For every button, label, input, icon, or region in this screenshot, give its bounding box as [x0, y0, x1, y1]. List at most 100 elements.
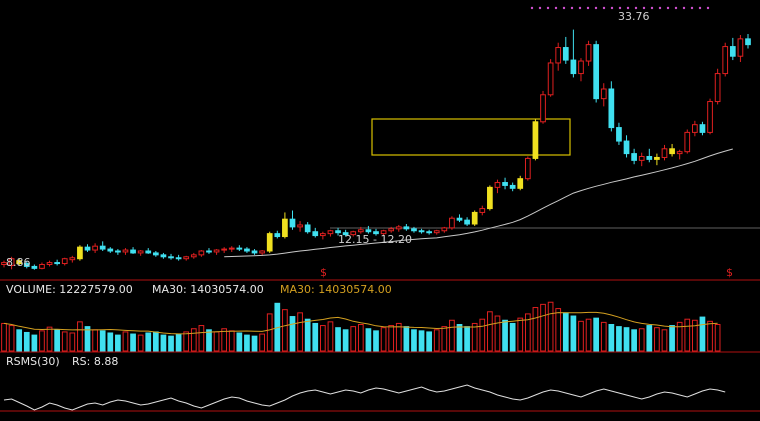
candle: [388, 226, 395, 233]
candle: [631, 148, 637, 165]
volume-bar: [684, 318, 691, 352]
volume-bar: [418, 330, 425, 352]
candle-body: [585, 44, 592, 62]
candle: [623, 135, 630, 158]
candle-body: [418, 230, 425, 233]
candle-body: [646, 156, 653, 160]
candle: [221, 247, 228, 253]
candle-body: [297, 224, 303, 228]
volume-bar: [456, 324, 463, 352]
volume-bar: [441, 326, 448, 352]
peak-dot: [538, 6, 542, 10]
volume-bar: [562, 312, 569, 352]
candle-body: [46, 262, 53, 266]
candle: [357, 226, 364, 234]
volume-bar: [471, 322, 478, 352]
peak-dot: [634, 6, 638, 10]
peak-dot: [578, 6, 582, 10]
candle: [54, 259, 60, 266]
candle-body: [251, 250, 258, 254]
peak-dot: [650, 6, 654, 10]
candle-body: [183, 256, 190, 260]
volume-bar: [661, 329, 668, 352]
candle-body: [61, 258, 68, 265]
candle: [342, 229, 349, 237]
candle: [69, 255, 76, 263]
volume-bar: [540, 303, 546, 352]
candle: [365, 225, 372, 234]
candle-body: [198, 250, 205, 256]
candle-body: [441, 227, 448, 232]
candle: [327, 229, 334, 237]
volume-bar: [206, 329, 212, 352]
volume-bar: [380, 327, 387, 352]
rsms-value: RS: 8.88: [72, 355, 118, 368]
candle: [137, 250, 144, 256]
volume-bar: [411, 329, 417, 352]
candle-body: [221, 248, 228, 251]
candle-body: [327, 230, 334, 235]
volume-ma-line: [3, 311, 718, 335]
candle: [395, 224, 402, 232]
candle-body: [600, 88, 607, 100]
candle-body: [107, 248, 114, 252]
candle: [16, 258, 23, 266]
volume-bar: [335, 327, 341, 352]
candle: [654, 153, 660, 166]
candle-body: [99, 245, 106, 250]
candle: [638, 152, 645, 167]
peak-dot: [706, 6, 710, 10]
volume-bar: [39, 330, 45, 352]
candle: [540, 90, 546, 124]
candle-body: [449, 217, 455, 229]
volume-bar: [168, 335, 174, 352]
volume-bars: [1, 301, 721, 352]
marker-left: $: [320, 266, 327, 279]
volume-bar: [342, 329, 349, 352]
candle-body: [676, 151, 683, 155]
candle-body: [69, 257, 76, 261]
candle: [77, 245, 83, 261]
candle: [61, 257, 68, 266]
candle: [684, 129, 691, 154]
volume-bar: [282, 309, 288, 352]
volume-bar: [464, 326, 470, 352]
candle-body: [631, 153, 637, 161]
volume-bar: [646, 325, 653, 352]
candle-body: [160, 254, 167, 258]
volume-bar: [69, 332, 76, 352]
candle-body: [320, 233, 326, 237]
volume-bar: [502, 319, 508, 352]
candle-body: [39, 264, 45, 269]
candle: [39, 262, 45, 270]
candle-body: [190, 254, 197, 258]
candle-body: [342, 232, 349, 236]
candle-body: [661, 148, 668, 158]
volume-bar: [654, 327, 660, 352]
range-label: 12.15 - 12.20: [338, 233, 412, 246]
candle-body: [654, 156, 660, 160]
consolidation-box: [371, 118, 571, 156]
candle: [494, 179, 501, 194]
candle: [46, 260, 53, 267]
candle: [729, 37, 736, 61]
candle-body: [228, 247, 235, 250]
volume-bar: [357, 324, 364, 352]
candle-body: [540, 94, 546, 123]
candle-body: [578, 60, 584, 75]
candle: [661, 144, 668, 161]
candle-body: [517, 178, 524, 189]
candle-body: [570, 59, 577, 75]
volume-bar: [616, 326, 622, 352]
candle-body: [1, 262, 7, 266]
candle: [471, 210, 478, 226]
candle: [426, 229, 432, 235]
volume-bar: [631, 329, 637, 352]
volume-bar: [213, 331, 220, 352]
candle: [175, 254, 182, 261]
peak-dot: [642, 6, 646, 10]
candle: [84, 244, 91, 252]
volume-bar: [403, 326, 410, 352]
volume-bar: [107, 332, 114, 352]
candle-body: [130, 249, 136, 254]
